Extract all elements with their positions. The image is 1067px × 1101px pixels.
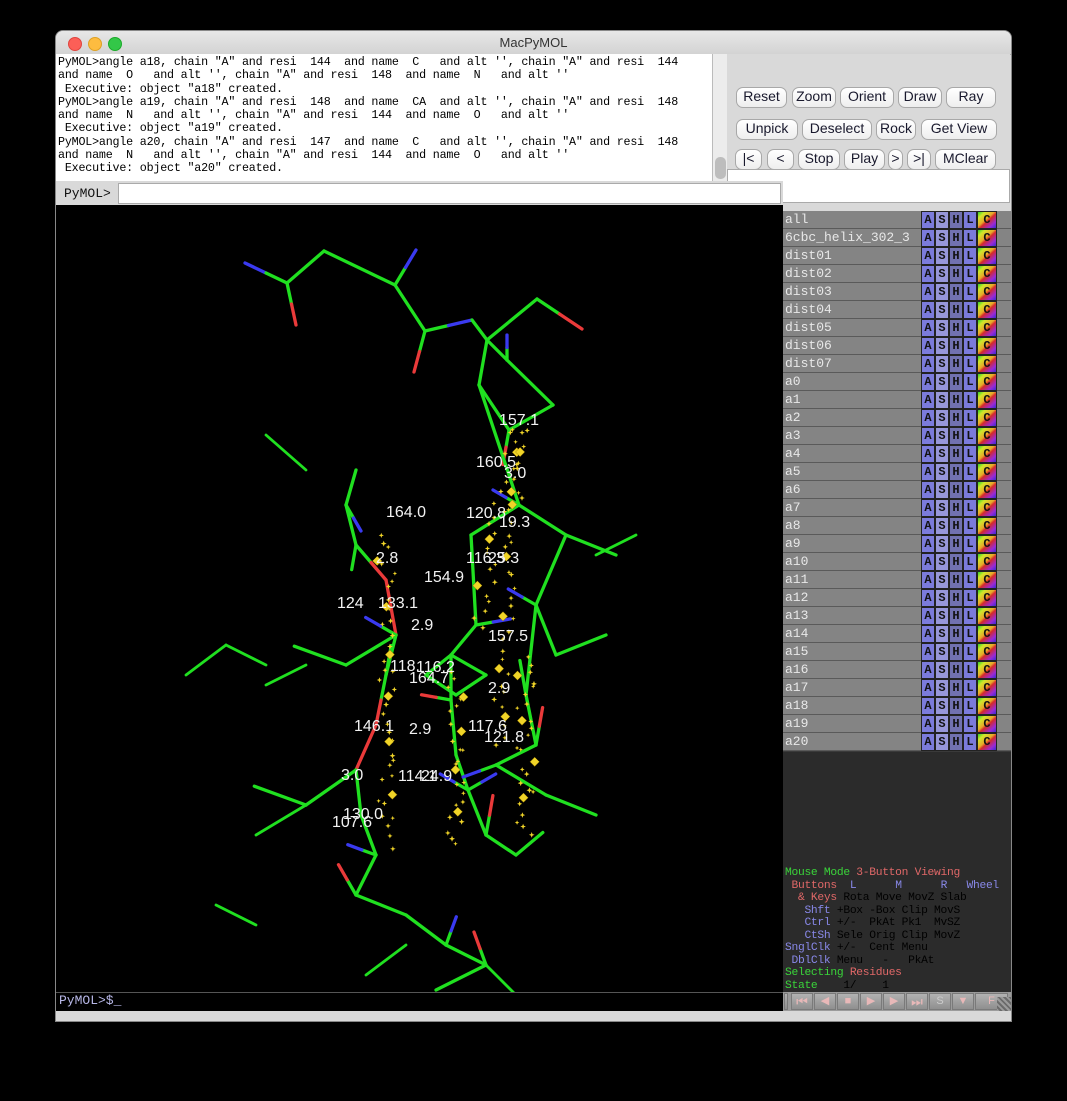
svg-text:157.5: 157.5 (488, 628, 528, 645)
svg-text:25.3: 25.3 (488, 550, 519, 567)
svg-text:24.9: 24.9 (421, 768, 452, 785)
svg-text:164.7: 164.7 (409, 670, 449, 687)
svg-text:2.9: 2.9 (409, 721, 431, 738)
svg-text:107.6: 107.6 (332, 814, 372, 831)
svg-text:2.8: 2.8 (376, 550, 398, 567)
svg-text:2.9: 2.9 (488, 680, 510, 697)
svg-text:124: 124 (337, 595, 364, 612)
svg-text:146.1: 146.1 (354, 718, 394, 735)
svg-text:154.9: 154.9 (424, 569, 464, 586)
svg-text:3.0: 3.0 (341, 767, 363, 784)
svg-text:3.0: 3.0 (504, 465, 526, 482)
svg-text:157.1: 157.1 (499, 412, 539, 429)
svg-text:19.3: 19.3 (499, 514, 530, 531)
svg-text:2.9: 2.9 (411, 617, 433, 634)
svg-text:164.0: 164.0 (386, 504, 426, 521)
svg-text:133.1: 133.1 (378, 595, 418, 612)
svg-text:121.8: 121.8 (484, 729, 524, 746)
